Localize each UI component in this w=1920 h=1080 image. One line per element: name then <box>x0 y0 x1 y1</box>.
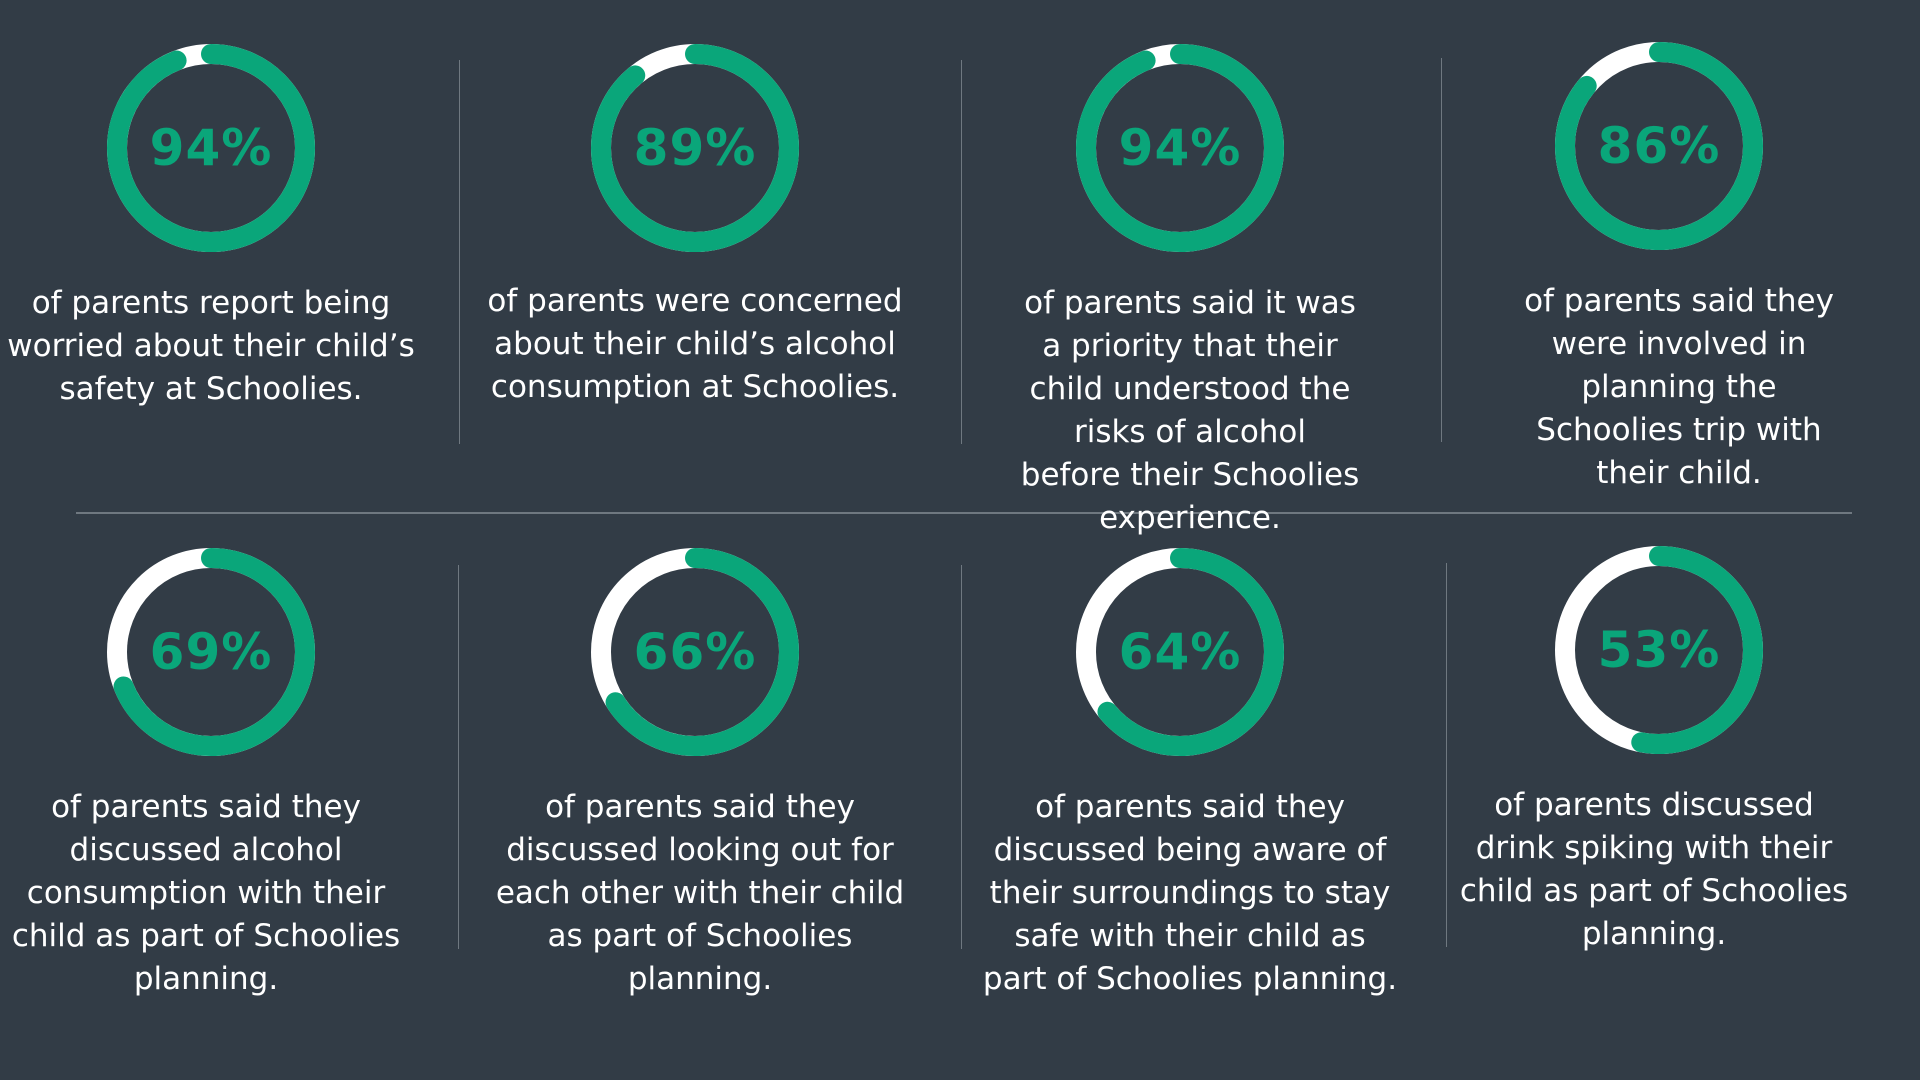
stat-description: of parents said they discussed alcohol c… <box>11 789 401 997</box>
stat-description: of parents said they discussed being awa… <box>982 789 1398 997</box>
donut-ring <box>585 542 805 762</box>
donut-ring <box>101 38 321 258</box>
stat-description: of parents were concerned about their ch… <box>487 283 903 405</box>
stat-description: of parents said they discussed looking o… <box>495 789 905 997</box>
donut-ring <box>1070 38 1290 258</box>
stat-description: of parents discussed drink spiking with … <box>1459 787 1849 952</box>
stat-card: 86% of parents said they were involved i… <box>1419 0 1899 498</box>
donut-chart <box>591 548 799 756</box>
column-divider-3 <box>1441 58 1442 442</box>
donut-value-arc <box>1076 44 1284 252</box>
row-divider <box>76 512 1852 514</box>
stat-card: 94% of parents said it was a priority th… <box>940 0 1420 536</box>
donut-chart <box>1555 42 1763 250</box>
donut-value-arc <box>1555 42 1763 250</box>
percent-label: 86% <box>1597 117 1721 175</box>
percent-label: 69% <box>149 623 273 681</box>
stat-card: 53% of parents discussed drink spiking w… <box>1419 502 1899 1002</box>
donut-value-arc <box>1555 546 1763 754</box>
stat-description: of parents report being worried about th… <box>7 285 415 407</box>
donut-ring <box>1549 540 1769 760</box>
donut-ring <box>1070 542 1290 762</box>
percent-label: 94% <box>1118 119 1242 177</box>
column-divider-1 <box>459 60 460 444</box>
stat-card: 66% of parents said they discussed looki… <box>455 504 935 1004</box>
column-divider-4 <box>458 565 459 949</box>
donut-chart <box>1555 546 1763 754</box>
donut-value-arc <box>591 44 799 252</box>
column-divider-5 <box>961 565 962 949</box>
column-divider-2 <box>961 60 962 444</box>
stat-card: 94% of parents report being worried abou… <box>0 0 451 500</box>
column-divider-6 <box>1446 563 1447 947</box>
stat-card: 64% of parents said they discussed being… <box>940 504 1420 1004</box>
donut-chart <box>1076 44 1284 252</box>
stat-description: of parents said it was a priority that t… <box>1020 285 1360 536</box>
percent-label: 53% <box>1597 621 1721 679</box>
donut-chart <box>591 44 799 252</box>
donut-value-arc <box>107 548 315 756</box>
donut-chart <box>107 548 315 756</box>
donut-value-arc <box>107 44 315 252</box>
donut-ring <box>585 38 805 258</box>
stat-description: of parents said they were involved in pl… <box>1524 283 1834 491</box>
percent-label: 89% <box>633 119 757 177</box>
donut-value-arc <box>591 548 799 756</box>
percent-label: 66% <box>633 623 757 681</box>
donut-ring <box>101 542 321 762</box>
donut-ring <box>1549 36 1769 256</box>
percent-label: 64% <box>1118 623 1242 681</box>
donut-chart <box>107 44 315 252</box>
donut-chart <box>1076 548 1284 756</box>
percent-label: 94% <box>149 119 273 177</box>
donut-value-arc <box>1076 548 1284 756</box>
stat-card: 69% of parents said they discussed alcoh… <box>0 504 451 1004</box>
stat-card: 89% of parents were concerned about thei… <box>455 0 935 500</box>
